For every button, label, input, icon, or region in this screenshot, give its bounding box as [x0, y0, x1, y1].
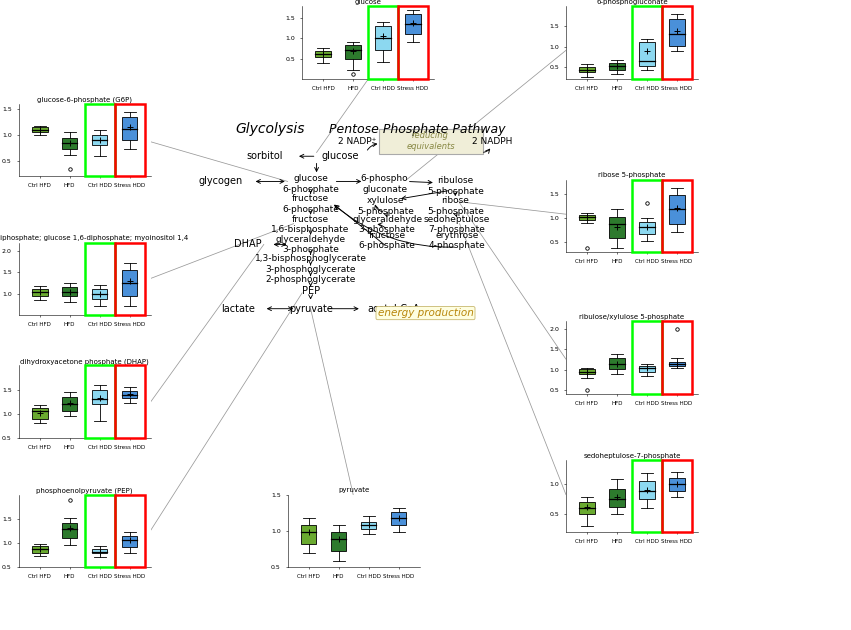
- Title: pyruvate: pyruvate: [338, 488, 369, 493]
- Bar: [346, 45, 361, 59]
- Text: xylulose
5-phosphate: xylulose 5-phosphate: [357, 197, 414, 215]
- Bar: [31, 289, 48, 296]
- Text: 1,3-bisphosphoglycerate: 1,3-bisphosphoglycerate: [254, 254, 367, 263]
- Text: glyceraldehyde
3-phosphate: glyceraldehyde 3-phosphate: [276, 235, 346, 254]
- Bar: [92, 289, 107, 299]
- Bar: [609, 62, 625, 70]
- Bar: [639, 42, 654, 66]
- Bar: [669, 195, 684, 224]
- Bar: [609, 358, 625, 369]
- Bar: [301, 525, 317, 544]
- Text: acetyl-CoA: acetyl-CoA: [368, 304, 420, 314]
- Text: 2-phosphoglycerate: 2-phosphoglycerate: [266, 275, 356, 284]
- Bar: [609, 217, 625, 239]
- Bar: [639, 222, 654, 234]
- Bar: [639, 365, 654, 372]
- Bar: [122, 536, 137, 547]
- Text: ribose
5-phosphate: ribose 5-phosphate: [427, 197, 483, 215]
- Bar: [31, 127, 48, 132]
- Text: lactate: lactate: [221, 304, 255, 314]
- Text: pyruvate: pyruvate: [288, 304, 333, 314]
- Bar: [405, 13, 420, 33]
- Text: 3-phosphoglycerate: 3-phosphoglycerate: [266, 265, 356, 274]
- Title: ribulose/xylulose 5-phosphate: ribulose/xylulose 5-phosphate: [580, 314, 684, 320]
- FancyBboxPatch shape: [379, 129, 483, 154]
- Text: 2 NADPH: 2 NADPH: [471, 137, 512, 146]
- Bar: [669, 478, 684, 491]
- Title: phosphoenolpyruvate (PEP): phosphoenolpyruvate (PEP): [37, 488, 133, 494]
- Text: 2 NADP⁺: 2 NADP⁺: [338, 137, 377, 146]
- Bar: [62, 287, 77, 296]
- Text: ribulose
5-phosphate: ribulose 5-phosphate: [427, 176, 483, 195]
- Text: fructose
6-phosphate: fructose 6-phosphate: [359, 231, 415, 250]
- Text: glucose: glucose: [322, 151, 359, 161]
- Text: Glycolysis: Glycolysis: [236, 122, 306, 136]
- Bar: [669, 19, 684, 46]
- Title: glucose: glucose: [355, 0, 381, 5]
- Title: sedoheptulose-7-phosphate: sedoheptulose-7-phosphate: [583, 453, 681, 459]
- Text: reducing
equivalents: reducing equivalents: [406, 132, 455, 151]
- Text: DHAP: DHAP: [235, 239, 262, 249]
- Bar: [579, 502, 595, 514]
- Bar: [122, 270, 137, 296]
- Bar: [62, 397, 77, 411]
- Bar: [375, 26, 391, 50]
- Text: glucose
6-phosphate: glucose 6-phosphate: [283, 175, 339, 193]
- Text: energy production: energy production: [378, 308, 473, 318]
- Bar: [92, 389, 107, 404]
- Text: erythrose
4-phosphate: erythrose 4-phosphate: [429, 231, 485, 250]
- Bar: [639, 481, 654, 499]
- Bar: [391, 512, 407, 525]
- Text: 6-phospho
gluconate: 6-phospho gluconate: [361, 175, 408, 193]
- Title: glucose-6-phosphate (G6P): glucose-6-phosphate (G6P): [37, 97, 132, 103]
- Bar: [92, 549, 107, 554]
- Bar: [122, 117, 137, 140]
- Text: PEP: PEP: [301, 286, 320, 296]
- Title: dihydroxyacetone phosphate (DHAP): dihydroxyacetone phosphate (DHAP): [20, 358, 149, 365]
- Text: sorbitol: sorbitol: [247, 151, 283, 161]
- Text: glyceraldehyde
3-phosphate: glyceraldehyde 3-phosphate: [352, 215, 422, 234]
- Bar: [361, 522, 376, 529]
- Bar: [579, 215, 595, 220]
- Bar: [609, 489, 625, 507]
- Bar: [315, 50, 331, 57]
- Title: 1,6-diphosphate; glucose 1,6-diphosphate; myoinositol 1,4: 1,6-diphosphate; glucose 1,6-diphosphate…: [0, 236, 188, 241]
- Title: 6-phosphogluconate: 6-phosphogluconate: [596, 0, 668, 5]
- Text: glycogen: glycogen: [198, 176, 243, 186]
- Bar: [62, 522, 77, 538]
- Bar: [122, 391, 137, 398]
- Text: Pentose Phosphate Pathway: Pentose Phosphate Pathway: [328, 123, 505, 135]
- Title: ribose 5-phosphate: ribose 5-phosphate: [598, 173, 665, 178]
- Text: fructose
6-phosphate: fructose 6-phosphate: [283, 195, 339, 214]
- Text: fructose
1,6-bisphosphate: fructose 1,6-bisphosphate: [271, 215, 350, 234]
- Bar: [31, 546, 48, 553]
- Bar: [331, 532, 346, 551]
- Bar: [92, 135, 107, 146]
- Bar: [579, 67, 595, 72]
- Bar: [31, 408, 48, 418]
- Bar: [669, 362, 684, 365]
- Text: sedoheptulose
7-phosphate: sedoheptulose 7-phosphate: [424, 215, 490, 234]
- Bar: [579, 369, 595, 374]
- Bar: [62, 137, 77, 149]
